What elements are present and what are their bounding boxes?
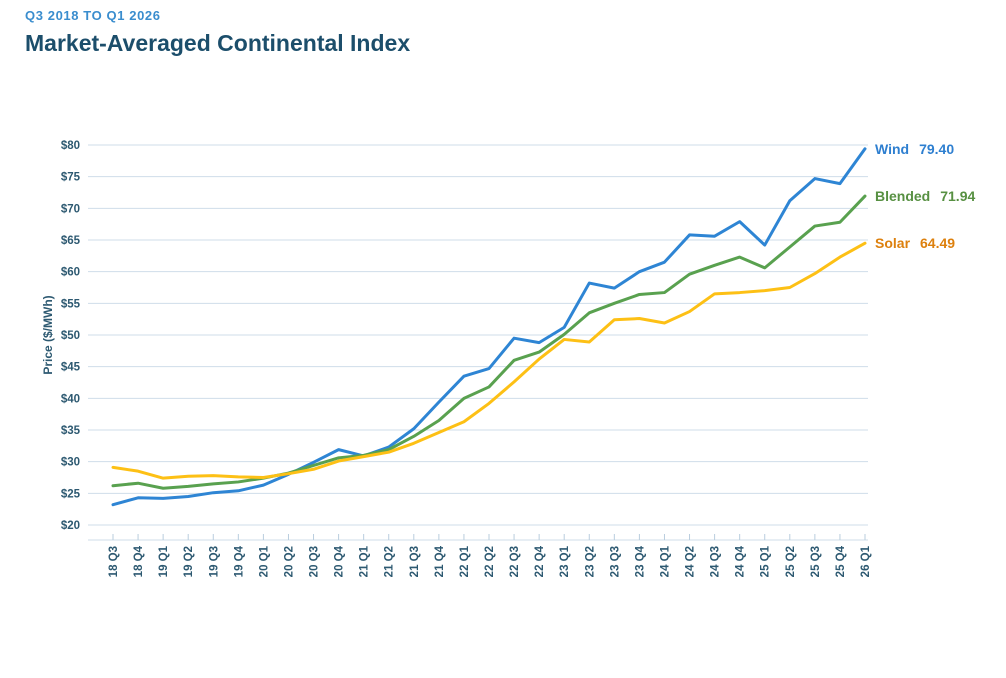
x-axis-tick-label: 24 Q3 <box>710 546 722 577</box>
chart-area: $20 $25 $30 $35 $40 $45 $50 $55 $60 $65 $70 $75 $80 P… <box>0 90 1006 673</box>
x-axis-tick-label: 23 Q3 <box>609 546 621 577</box>
x-axis-tick-label: 20 Q4 <box>334 545 346 577</box>
wind-line[interactable] <box>111 147 867 507</box>
x-axis-tick-label: 22 Q3 <box>509 546 521 577</box>
wind-end-label: Wind 79.40 <box>875 141 954 157</box>
y-axis-title: Price ($/MWh) <box>41 295 55 374</box>
x-axis-tick-label: 20 Q3 <box>309 546 321 577</box>
blended-end-label: Blended 71.94 <box>875 188 975 204</box>
x-axis-tick-label: 23 Q4 <box>634 545 646 577</box>
y-axis-tick-label: $55 <box>61 298 81 310</box>
line-chart: $20 $25 $30 $35 $40 $45 $50 $55 $60 $65 $70 $75 $80 P… <box>41 140 975 577</box>
y-axis-tick-label: $50 <box>61 330 80 342</box>
y-axis-tick-label: $20 <box>61 520 80 532</box>
y-axis-tick-label: $80 <box>61 140 80 152</box>
x-axis-tick-label: 19 Q4 <box>233 545 245 577</box>
solar-line[interactable] <box>111 241 867 480</box>
y-axis-tick-label: $75 <box>61 172 81 184</box>
y-axis-tick-label: $70 <box>61 203 80 215</box>
page-title: Market-Averaged Continental Index <box>25 30 411 56</box>
x-axis-tick-label: 21 Q1 <box>359 545 371 577</box>
x-axis-tick-label: 25 Q1 <box>760 545 772 577</box>
x-axis-tick-label: 21 Q3 <box>409 546 421 577</box>
y-axis-tick-label: $40 <box>61 393 80 405</box>
solar-end-label: Solar 64.49 <box>875 235 955 251</box>
x-axis-tick-label: 18 Q3 <box>108 546 120 577</box>
x-axis-tick-label: 23 Q2 <box>584 546 596 577</box>
x-axis-tick-label: 19 Q3 <box>208 546 220 577</box>
x-axis-tick-label: 24 Q4 <box>735 545 747 577</box>
y-axis-tick-label: $35 <box>61 425 81 437</box>
y-axis-tick-label: $30 <box>61 457 80 469</box>
y-axis-tick-label: $65 <box>61 235 81 247</box>
y-axis-tick-label: $45 <box>61 362 81 374</box>
x-axis-tick-label: 25 Q2 <box>785 546 797 577</box>
x-axis-tick-label: 22 Q1 <box>459 545 471 577</box>
x-axis-tick-label: 18 Q4 <box>133 545 145 577</box>
x-axis-tick-label: 21 Q2 <box>384 546 396 577</box>
y-axis-tick-label: $25 <box>61 488 81 500</box>
x-axis-tick-label: 20 Q1 <box>258 545 270 577</box>
x-axis-tick-label: 25 Q4 <box>835 545 847 577</box>
x-axis-tick-label: 24 Q1 <box>659 545 671 577</box>
x-axis-tick-label: 26 Q1 <box>860 545 872 577</box>
x-axis-tick-label: 23 Q1 <box>559 545 571 577</box>
x-axis-tick-label: 21 Q4 <box>434 545 446 577</box>
y-axis-tick-label: $60 <box>61 267 80 279</box>
x-axis-tick-label: 19 Q1 <box>158 545 170 577</box>
x-axis-tick-label: 22 Q2 <box>484 546 496 577</box>
chart-header: Q3 2018 TO Q1 2026 Market-Averaged Conti… <box>25 8 410 57</box>
x-axis-tick-label: 25 Q3 <box>810 546 822 577</box>
chart-subtitle: Q3 2018 TO Q1 2026 <box>25 8 161 23</box>
x-axis-tick-label: 22 Q4 <box>534 545 546 577</box>
x-axis-tick-label: 20 Q2 <box>283 546 295 577</box>
x-axis-tick-label: 24 Q2 <box>685 546 697 577</box>
blended-line[interactable] <box>111 194 867 490</box>
x-axis-tick-label: 19 Q2 <box>183 546 195 577</box>
